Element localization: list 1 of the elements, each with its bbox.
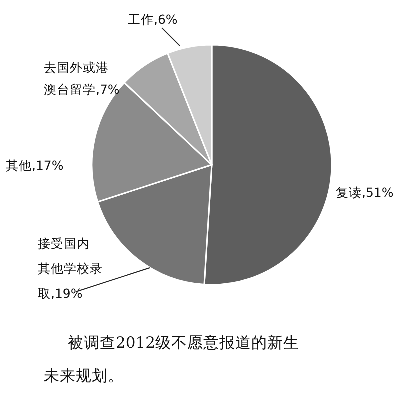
annotation: 被调查2012级不愿意报道的新生未来规划。 — [44, 334, 300, 385]
